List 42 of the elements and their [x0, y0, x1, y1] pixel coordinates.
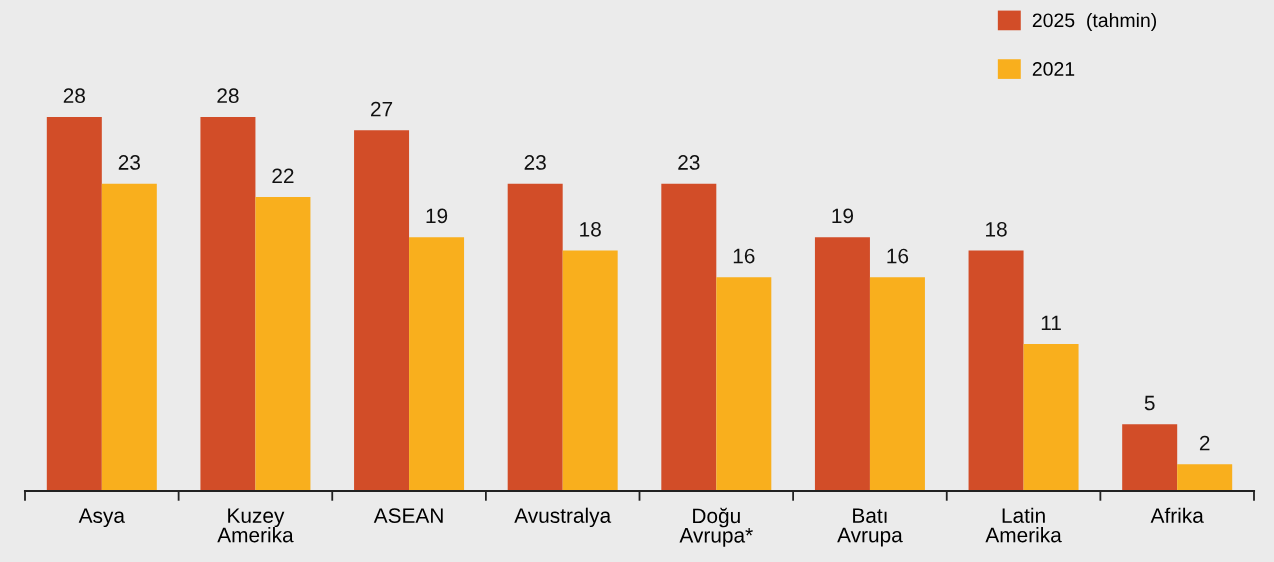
data-label: 11 [1041, 315, 1061, 330]
data-label: 16 [887, 248, 909, 264]
bar [716, 277, 772, 491]
bar [46, 116, 102, 491]
bar [200, 116, 256, 491]
data-label: 23 [524, 155, 546, 170]
data-label: 27 [371, 101, 393, 117]
x-tick-label: Doğu Avrupa* [679, 507, 753, 547]
x-tick-label: Latin Amerika [985, 507, 1062, 543]
bar [255, 197, 311, 491]
data-label: 19 [832, 208, 854, 224]
bar [101, 183, 157, 491]
x-tick-label: ASEAN [373, 508, 443, 523]
data-label: 19 [426, 208, 448, 224]
data-label: 28 [63, 88, 85, 104]
legend-label: 2021 [1032, 62, 1075, 76]
data-label: 18 [986, 221, 1007, 237]
x-tick-label: Afrika [1150, 507, 1204, 523]
data-label: 23 [118, 155, 140, 170]
bar [869, 277, 925, 491]
x-tick-label: Batı Avrupa [837, 508, 903, 547]
bar [1122, 424, 1178, 491]
data-label: 22 [272, 168, 294, 184]
x-tick-label: Kuzey Amerika [217, 508, 294, 543]
data-label: 2 [1199, 435, 1210, 451]
bar [1023, 344, 1079, 491]
bar [968, 250, 1024, 491]
bar [354, 130, 410, 491]
bar [1177, 464, 1233, 491]
x-tick-label: Asya [78, 508, 125, 528]
bar [661, 183, 717, 491]
data-label: 5 [1144, 395, 1155, 411]
data-label: 18 [580, 221, 601, 237]
bar [814, 237, 870, 491]
bar [409, 237, 465, 491]
data-label: 28 [217, 88, 239, 104]
legend-label: 2025 (tahmin) [1032, 12, 1157, 32]
data-label: 16 [733, 248, 755, 264]
bar [562, 250, 618, 491]
x-tick-label: Avustralya [514, 507, 612, 528]
bar [507, 183, 563, 491]
data-label: 23 [678, 155, 700, 170]
